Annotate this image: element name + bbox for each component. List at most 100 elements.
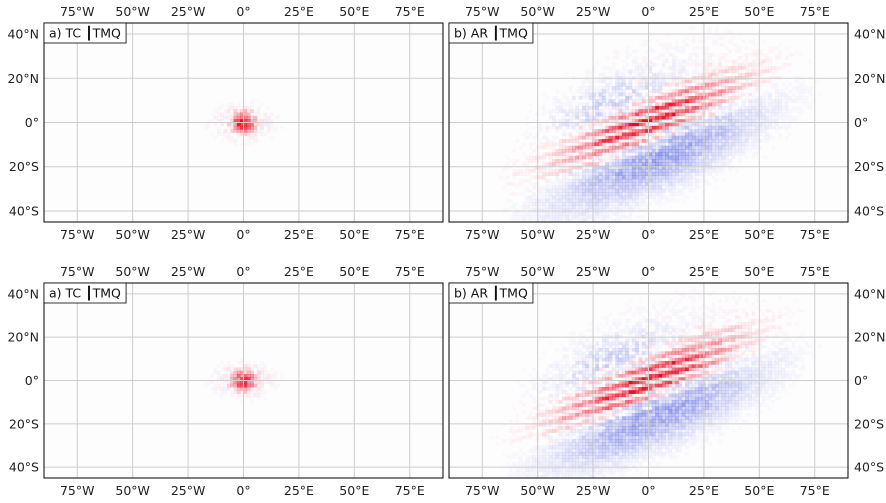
heatmap-cell [512,429,516,433]
heatmap-cell [605,139,609,143]
heatmap-cell [665,135,669,140]
heatmap-cell [611,99,616,103]
heatmap-cell [738,139,742,143]
heatmap-cell [548,471,553,476]
heatmap-cell [618,99,623,103]
heatmap-cell [548,393,553,398]
x-tick-label-bottom: 75°W [465,227,500,242]
heatmap-cell [695,162,699,167]
heatmap-cell [712,63,716,67]
heatmap-cell [631,112,636,117]
heatmap-cell [655,56,659,60]
heatmap-cell [661,409,666,414]
heatmap-cell [638,178,643,183]
heatmap-cell [579,139,583,143]
heatmap-cell [582,215,586,220]
heatmap-cell [575,387,580,391]
heatmap-cell [588,178,593,183]
heatmap-cell [250,397,254,401]
heatmap-cell [708,139,713,143]
heatmap-cell [608,458,613,463]
heatmap-cell [638,435,643,440]
heatmap-cell [761,79,766,84]
heatmap-cell [532,198,536,203]
heatmap-cell [688,109,693,113]
heatmap-cell [652,455,656,459]
heatmap-cell [598,178,603,183]
heatmap-cell [688,152,693,157]
heatmap-cell [582,152,586,157]
heatmap-cell [599,116,603,120]
heatmap-cell [562,442,566,446]
heatmap-cell [668,86,672,90]
heatmap-cell [628,145,633,150]
heatmap-cell [572,122,576,127]
heatmap-cell [678,406,683,411]
heatmap-cell [722,36,726,40]
heatmap-cell [675,175,679,180]
heatmap-cell [608,178,613,183]
heatmap-cell [588,439,593,443]
heatmap-cell [748,112,752,117]
heatmap-cell [645,448,649,453]
heatmap-cell [791,99,796,103]
heatmap-cell [691,105,696,110]
heatmap-cell [625,455,629,459]
heatmap-cell [565,125,570,130]
heatmap-cell [754,102,759,107]
heatmap-cell [715,43,719,47]
heatmap-cell [728,149,733,153]
heatmap-cell [628,212,633,216]
heatmap-cell [565,212,570,216]
heatmap-cell [515,172,520,176]
heatmap-cell [658,162,663,167]
heatmap-cell [246,374,251,378]
panel-label-box [43,282,127,304]
heatmap-cell [708,56,712,60]
heatmap-cell [542,468,546,472]
heatmap-cell [622,139,626,143]
heatmap-cell [611,112,616,117]
heatmap-cell [549,179,553,183]
heatmap-cell [631,162,636,167]
heatmap-cell [565,419,570,424]
heatmap-cell [715,95,719,100]
heatmap-cell [559,429,563,433]
heatmap-cell [651,442,656,446]
heatmap-cell [691,390,696,394]
heatmap-cell [651,142,656,147]
heatmap-cell [575,115,580,120]
heatmap-cell [718,429,722,433]
heatmap-cell [569,152,573,156]
heatmap-cell [681,403,686,407]
heatmap-cell [682,199,686,203]
heatmap-cell [582,129,586,133]
heatmap-cell [668,99,673,103]
heatmap-cell [655,416,659,420]
heatmap-cell [621,429,626,433]
heatmap-cell [263,132,267,136]
heatmap-cell [595,442,600,446]
heatmap-cell [711,72,716,77]
heatmap-cell [542,165,546,170]
heatmap-cell [565,152,570,157]
heatmap-cell [735,169,739,173]
heatmap-cell [685,439,689,443]
heatmap-cell [582,205,586,210]
heatmap-cell [641,396,646,401]
heatmap-cell [582,135,586,140]
heatmap-cell [765,99,769,103]
heatmap-cell [751,145,756,150]
panel-label: a) TC ┃TMQ [49,286,121,302]
heatmap-cell [718,59,723,64]
heatmap-cell [744,119,749,123]
heatmap-cell [671,158,676,163]
heatmap-cell [632,56,636,60]
heatmap-cell [582,159,586,163]
heatmap-cell [705,145,709,150]
heatmap-cell [635,215,639,219]
heatmap-cell [661,139,666,143]
heatmap-cell [555,129,559,133]
heatmap-cell [555,409,560,414]
heatmap-cell [572,426,576,430]
